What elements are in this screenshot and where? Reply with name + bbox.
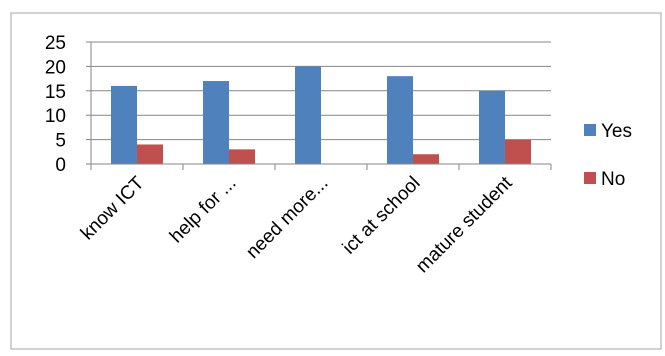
y-tick-label: 5 bbox=[55, 131, 66, 152]
y-tick-label: 10 bbox=[45, 106, 66, 127]
y-axis-ticks: 0 5 10 15 20 25 bbox=[45, 33, 91, 176]
y-tick-label: 0 bbox=[55, 155, 66, 176]
bar-yes-4 bbox=[479, 90, 505, 164]
bar-no-3 bbox=[413, 154, 439, 164]
legend-swatch-yes bbox=[584, 124, 596, 136]
legend-swatch-no bbox=[584, 172, 596, 184]
bar-yes-1 bbox=[203, 81, 229, 164]
axes bbox=[90, 42, 552, 170]
legend-label-yes: Yes bbox=[601, 121, 632, 142]
bar-no-0 bbox=[137, 144, 163, 164]
bar-yes-2 bbox=[295, 66, 321, 164]
bars bbox=[111, 66, 531, 164]
y-tick-label: 25 bbox=[45, 33, 66, 54]
legend-label-no: No bbox=[601, 169, 625, 190]
bar-yes-3 bbox=[387, 76, 413, 164]
chart-frame bbox=[10, 12, 662, 350]
bar-no-1 bbox=[229, 149, 255, 164]
legend: Yes No bbox=[584, 121, 632, 190]
y-tick-label: 15 bbox=[45, 82, 66, 103]
bar-yes-0 bbox=[111, 85, 137, 164]
bar-no-4 bbox=[505, 139, 531, 164]
y-tick-label: 20 bbox=[45, 57, 66, 78]
